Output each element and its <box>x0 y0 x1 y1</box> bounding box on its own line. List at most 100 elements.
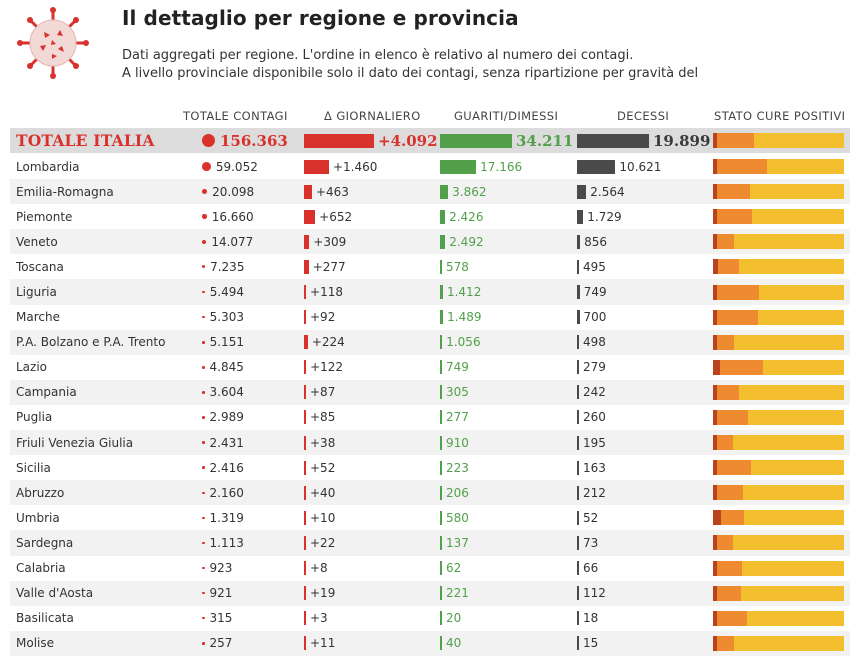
giornaliero-bar <box>304 133 374 148</box>
stato-segment <box>757 309 844 325</box>
stato-segment <box>732 535 844 551</box>
decessi-value: 856 <box>584 234 607 249</box>
contagi-dot <box>202 616 205 620</box>
column-header-guariti[interactable]: GUARITI/DIMESSI <box>454 109 559 123</box>
table-row[interactable]: Liguria 5.494 +118 1.412 749 <box>10 279 850 305</box>
table-row[interactable]: Basilicata 315 +3 20 18 <box>10 606 850 631</box>
total-row[interactable]: TOTALE ITALIA 156.363 +4.092 34.211 19.899 <box>10 128 850 153</box>
table-row[interactable]: Umbria 1.319 +10 580 52 <box>10 505 850 530</box>
stato-cure-cell <box>713 128 844 153</box>
column-header-totale-contagi[interactable]: TOTALE CONTAGI <box>183 109 288 123</box>
guariti-cell: 137 <box>440 530 469 555</box>
column-header-stato-cure[interactable]: STATO CURE POSITIVI <box>714 109 846 123</box>
guariti-bar <box>440 410 442 425</box>
giornaliero-bar <box>304 485 306 500</box>
table-row[interactable]: Lombardia 59.052 +1.460 17.166 10.621 <box>10 154 850 179</box>
giornaliero-value: +10 <box>310 510 336 525</box>
decessi-value: 112 <box>583 586 606 601</box>
stato-segment <box>716 485 744 501</box>
stato-cure-cell <box>713 204 844 229</box>
contagi-cell: 2.989 <box>202 405 244 430</box>
table-row[interactable]: Puglia 2.989 +85 277 260 <box>10 405 850 430</box>
decessi-cell: 163 <box>577 455 606 480</box>
contagi-cell: 14.077 <box>202 229 253 254</box>
contagi-value: 3.604 <box>209 385 244 400</box>
giornaliero-bar <box>304 335 308 350</box>
stato-cure-cell <box>713 606 844 631</box>
stato-cure-bar <box>713 284 844 300</box>
guariti-cell: 1.412 <box>440 279 481 304</box>
region-name: Abruzzo <box>16 485 65 500</box>
contagi-dot <box>202 134 215 147</box>
decessi-bar <box>577 360 579 375</box>
table-row[interactable]: Molise 257 +11 40 15 <box>10 630 850 656</box>
region-name: Piemonte <box>16 209 73 224</box>
contagi-cell: 921 <box>202 581 232 606</box>
stato-segment <box>713 184 717 200</box>
table-row[interactable]: Calabria 923 +8 62 66 <box>10 556 850 581</box>
region-name: Lombardia <box>16 159 80 174</box>
table-row[interactable]: Friuli Venezia Giulia 2.431 +38 910 195 <box>10 430 850 456</box>
contagi-dot <box>202 315 205 319</box>
giornaliero-cell: +52 <box>304 455 335 480</box>
region-name: Valle d'Aosta <box>16 586 94 601</box>
table-row[interactable]: Toscana 7.235 +277 578 495 <box>10 254 850 279</box>
table-row[interactable]: P.A. Bolzano e P.A. Trento 5.151 +224 1.056… <box>10 329 850 355</box>
table-row[interactable]: Valle d'Aosta 921 +19 221 112 <box>10 580 850 606</box>
guariti-bar <box>440 435 442 450</box>
stato-cure-bar <box>713 610 844 626</box>
guariti-bar <box>440 310 444 325</box>
giornaliero-cell: +11 <box>304 631 335 656</box>
table-row[interactable]: Veneto 14.077 +309 2.492 856 <box>10 229 850 255</box>
decessi-cell: 495 <box>577 254 606 279</box>
decessi-cell: 1.729 <box>577 204 622 229</box>
guariti-bar <box>440 510 442 525</box>
stato-segment <box>743 485 844 501</box>
stato-cure-cell <box>713 305 844 330</box>
stato-segment <box>713 384 717 400</box>
table-row[interactable]: Emilia-Romagna 20.098 +463 3.862 2.564 <box>10 179 850 205</box>
table-row[interactable]: Abruzzo 2.160 +40 206 212 <box>10 480 850 506</box>
guariti-cell: 20 <box>440 606 461 631</box>
decessi-cell: 700 <box>577 305 606 330</box>
giornaliero-value: +309 <box>313 234 347 249</box>
stato-cure-bar <box>713 334 844 350</box>
stato-segment <box>716 384 740 400</box>
stato-segment <box>749 184 844 200</box>
guariti-bar <box>440 209 446 224</box>
stato-segment <box>713 435 717 451</box>
stato-segment <box>713 409 717 425</box>
contagi-dot <box>202 516 205 520</box>
stato-segment <box>733 635 844 651</box>
stato-segment <box>713 309 717 325</box>
stato-cure-bar <box>713 234 844 250</box>
table-row[interactable]: Sicilia 2.416 +52 223 163 <box>10 455 850 480</box>
contagi-dot <box>202 290 205 294</box>
stato-segment <box>716 133 754 148</box>
region-name: Molise <box>16 636 54 651</box>
decessi-value: 66 <box>583 561 599 576</box>
table-row[interactable]: Marche 5.303 +92 1.489 700 <box>10 305 850 330</box>
table-row[interactable]: Campania 3.604 +87 305 242 <box>10 379 850 405</box>
region-name: Toscana <box>16 259 64 274</box>
stato-cure-cell <box>713 581 844 606</box>
decessi-value: 749 <box>583 285 607 300</box>
stato-cure-cell <box>713 154 844 179</box>
table-row[interactable]: Sardegna 1.113 +22 137 73 <box>10 530 850 556</box>
giornaliero-value: +8 <box>310 561 328 576</box>
stato-segment <box>716 284 759 300</box>
table-row[interactable]: Lazio 4.845 +122 749 279 <box>10 355 850 380</box>
stato-segment <box>716 610 748 626</box>
column-header-giornaliero[interactable]: Δ GIORNALIERO <box>324 109 421 123</box>
stato-segment <box>733 334 844 350</box>
stato-cure-bar <box>713 435 844 451</box>
giornaliero-value: +4.092 <box>378 131 438 150</box>
stato-cure-bar <box>713 209 844 225</box>
contagi-dot <box>202 491 205 495</box>
guariti-bar <box>440 561 442 576</box>
stato-segment <box>716 560 742 576</box>
column-header-decessi[interactable]: DECESSI <box>617 109 670 123</box>
giornaliero-value: +11 <box>310 636 336 651</box>
table-row[interactable]: Piemonte 16.660 +652 2.426 1.729 <box>10 204 850 229</box>
decessi-bar <box>577 285 580 300</box>
